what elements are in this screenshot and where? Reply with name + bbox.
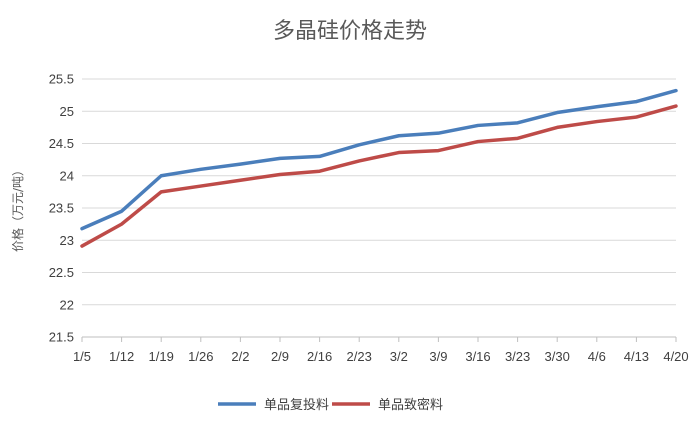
y-tick-label: 22.5	[49, 265, 74, 280]
x-tick-label: 2/2	[231, 349, 249, 364]
y-tick-label: 24	[60, 168, 74, 183]
series-lines	[80, 88, 678, 248]
axes: 21.5 22 22.5 23 23.5 24 24.5 25 25.5 1/5 1/12 1/19 1…	[49, 72, 689, 365]
y-tick-label: 25.5	[49, 72, 74, 87]
x-tick-label: 3/9	[429, 349, 447, 364]
x-tick-label: 2/16	[307, 349, 332, 364]
x-tick-label: 3/23	[505, 349, 530, 364]
y-tick-label: 25	[60, 104, 74, 119]
x-tick-label: 1/5	[73, 349, 91, 364]
x-tick-label: 4/20	[663, 349, 688, 364]
y-tick-label: 24.5	[49, 136, 74, 151]
x-tick-label: 1/12	[109, 349, 134, 364]
x-tick-label: 2/23	[347, 349, 372, 364]
x-tick-label: 3/2	[390, 349, 408, 364]
legend-label-2: 单品致密料	[378, 397, 443, 413]
x-tick-label: 1/19	[149, 349, 174, 364]
x-tick-label: 4/13	[624, 349, 649, 364]
x-tick-label: 3/30	[545, 349, 570, 364]
y-tick-label: 22	[60, 297, 74, 312]
x-tick-label: 1/26	[188, 349, 213, 364]
legend: 单品复投料 单品致密料	[218, 397, 443, 413]
series-line-2	[80, 104, 678, 248]
x-tick-label: 3/16	[465, 349, 490, 364]
y-tick-label: 23.5	[49, 201, 74, 216]
series-line-1	[80, 88, 678, 231]
x-tick-label: 2/9	[271, 349, 289, 364]
y-axis-label: 价格（万元/吨）	[10, 164, 25, 252]
gridlines	[82, 78, 676, 306]
x-tick-label: 4/6	[588, 349, 606, 364]
legend-label-1: 单品复投料	[264, 397, 329, 413]
chart-title: 多晶硅价格走势	[273, 19, 427, 44]
y-tick-label: 21.5	[49, 330, 74, 345]
y-tick-label: 23	[60, 233, 74, 248]
